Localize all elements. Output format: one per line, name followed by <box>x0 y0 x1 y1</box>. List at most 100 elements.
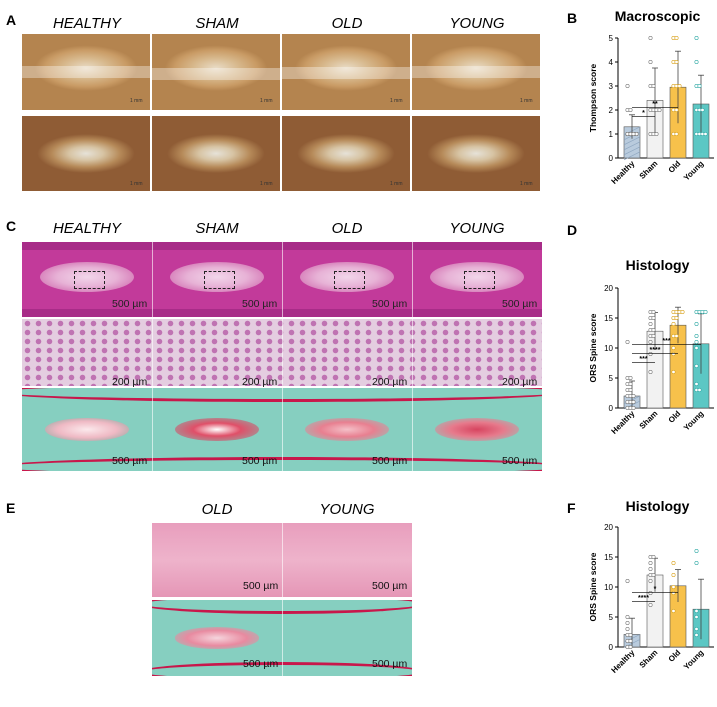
panel-label-b: B <box>567 10 578 26</box>
scale-c-mid-3: 200 µm <box>372 376 408 388</box>
data-point <box>671 609 676 614</box>
y-tick-label: 15 <box>604 553 613 562</box>
data-point <box>694 364 699 369</box>
x-tick-label: Young <box>682 159 706 183</box>
data-point <box>694 339 699 344</box>
chart-f-title: Histology <box>625 498 690 514</box>
data-point <box>671 352 676 357</box>
macro-young-bottom <box>412 116 540 191</box>
scale-c-bot-1: 500 µm <box>112 455 148 467</box>
scale-bar-a3: 1 mm <box>390 98 403 104</box>
chart-b: 0 1 2 3 4 5 Thompson score Healthy Sham Old Young *… <box>588 34 714 186</box>
data-point <box>631 132 636 137</box>
data-point <box>674 59 679 64</box>
data-point <box>697 388 702 393</box>
scale-c-top-4: 500 µm <box>502 298 538 310</box>
y-tick-label: 1 <box>609 130 614 139</box>
data-point <box>694 36 699 41</box>
data-point <box>671 560 676 565</box>
scale-c-top-1: 500 µm <box>112 298 148 310</box>
panel-label-e: E <box>6 500 16 516</box>
data-point <box>648 370 653 375</box>
macro-young-top <box>412 34 540 110</box>
panel-e-group-young: YOUNG <box>319 501 375 518</box>
scale-c-top-2: 500 µm <box>242 298 278 310</box>
x-tick-label: Old <box>667 409 683 425</box>
panel-a-group-old: OLD <box>331 15 363 32</box>
scale-c-bot-3: 500 µm <box>372 455 408 467</box>
data-point <box>628 633 633 638</box>
significance-stars: **** <box>638 595 649 602</box>
scale-c-bot-4: 500 µm <box>502 455 538 467</box>
significance-stars: *** <box>639 356 647 363</box>
y-tick-label: 10 <box>604 583 613 592</box>
y-tick-label: 4 <box>609 58 614 67</box>
scale-e-bot-2: 500 µm <box>372 658 408 670</box>
data-point <box>631 406 636 411</box>
data-point <box>694 548 699 553</box>
data-point <box>674 315 679 320</box>
x-tick-label: Healthy <box>610 159 637 186</box>
chart-d: 0 5 10 15 20 ORS Spine score Healthy Sham Old You… <box>588 284 714 436</box>
data-point <box>694 615 699 620</box>
scale-bar-a4: 1 mm <box>520 98 533 104</box>
panel-c-group-young: YOUNG <box>449 220 505 237</box>
y-tick-label: 20 <box>604 523 613 532</box>
data-point <box>703 132 708 137</box>
significance-stars: ** <box>652 101 658 108</box>
panel-a-group-young: YOUNG <box>449 15 505 32</box>
x-tick-label: Young <box>682 409 706 433</box>
y-tick-label: 0 <box>609 404 614 413</box>
data-point <box>625 578 630 583</box>
data-point <box>680 309 685 314</box>
data-point <box>671 585 676 590</box>
data-point <box>657 108 662 113</box>
y-tick-label: 15 <box>604 314 613 323</box>
data-point <box>694 333 699 338</box>
data-point <box>651 309 656 314</box>
data-point <box>628 388 633 393</box>
y-tick-label: 10 <box>604 344 613 353</box>
bar-hatch <box>623 146 641 156</box>
scale-bar-a7: 1 mm <box>390 181 403 187</box>
data-point <box>648 560 653 565</box>
data-point <box>628 639 633 644</box>
panel-label-a: A <box>6 12 17 28</box>
data-point <box>628 382 633 387</box>
bar-hatch <box>623 141 641 151</box>
macro-old-top <box>282 34 410 110</box>
scale-c-mid-4: 200 µm <box>502 376 538 388</box>
significance-stars: * <box>642 110 645 117</box>
x-tick-label: Young <box>682 648 706 672</box>
panel-label-f: F <box>567 500 576 516</box>
panel-e-group-old: OLD <box>201 501 233 518</box>
macro-healthy-top <box>22 34 150 110</box>
scale-bar-a2: 1 mm <box>260 98 273 104</box>
y-tick-label: 0 <box>609 643 614 652</box>
data-point <box>674 333 679 338</box>
data-point <box>677 83 682 88</box>
scale-e-top-2: 500 µm <box>372 580 408 592</box>
data-point <box>697 83 702 88</box>
data-point <box>625 615 630 620</box>
bar-hatch <box>623 151 641 161</box>
panel-a-group-sham: SHAM <box>195 15 239 32</box>
scale-c-mid-2: 200 µm <box>242 376 278 388</box>
y-axis-label: ORS Spine score <box>588 313 598 382</box>
data-point <box>671 591 676 596</box>
data-point <box>631 400 636 405</box>
data-point <box>648 578 653 583</box>
data-point <box>648 566 653 571</box>
x-tick-label: Sham <box>638 409 660 431</box>
panel-c-group-sham: SHAM <box>195 220 239 237</box>
y-tick-label: 0 <box>609 154 614 163</box>
data-point <box>648 591 653 596</box>
x-tick-label: Healthy <box>610 648 637 675</box>
macro-healthy-bottom <box>22 116 150 191</box>
y-tick-label: 5 <box>609 613 614 622</box>
panel-label-c: C <box>6 218 17 234</box>
data-point <box>651 315 656 320</box>
data-point <box>651 572 656 577</box>
macro-sham-top <box>152 34 280 110</box>
panel-c-group-healthy: HEALTHY <box>52 220 122 237</box>
